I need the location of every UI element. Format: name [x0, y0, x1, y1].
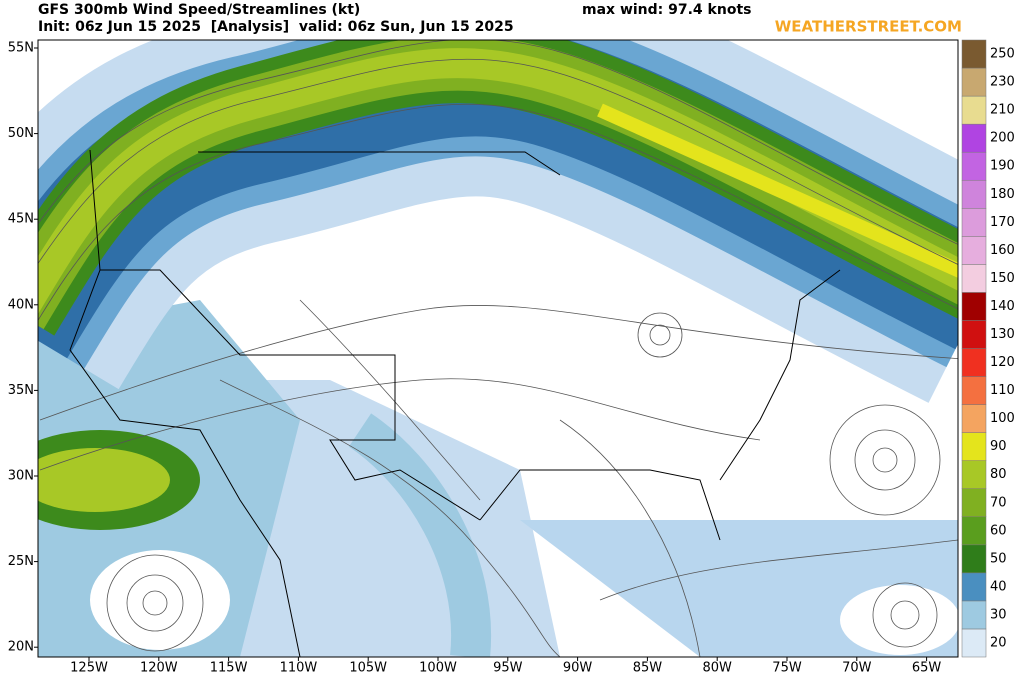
colorbar-label: 30 — [990, 607, 1007, 622]
borders — [69, 149, 841, 657]
colorbar-label: 140 — [990, 299, 1015, 314]
colorbar-label: 210 — [990, 103, 1015, 118]
colorbar-label: 180 — [990, 187, 1015, 202]
colorbar-label: 200 — [990, 131, 1015, 146]
calm-region — [840, 585, 958, 655]
logo[interactable]: WEATHERSTREET.COM — [775, 18, 962, 36]
subtitle: Init: 06z Jun 15 2025 [Analysis] valid: … — [38, 19, 514, 35]
colorbar-label: 110 — [990, 383, 1015, 398]
colorbar-swatch — [961, 516, 987, 546]
colorbar-swatch — [961, 236, 987, 265]
colorbar-swatch — [961, 460, 987, 489]
colorbar-swatch — [961, 376, 987, 405]
colorbar-swatch — [961, 179, 987, 209]
colorbar-label: 90 — [990, 439, 1007, 454]
jet-stream — [38, 40, 958, 530]
lon-label: 110W — [280, 661, 318, 676]
colorbar-label: 170 — [990, 215, 1015, 230]
lon-label: 120W — [140, 661, 178, 676]
colorbar-swatch — [961, 348, 987, 377]
colorbar-label: 130 — [990, 327, 1015, 342]
colorbar-swatch — [961, 151, 987, 181]
colorbar-label: 160 — [990, 243, 1015, 258]
lat-label: 30N — [8, 469, 34, 484]
calm-region — [800, 410, 958, 510]
lon-label: 65W — [912, 661, 942, 676]
lon-label: 75W — [772, 661, 802, 676]
lon-label: 105W — [349, 661, 387, 676]
lon-label: 125W — [70, 661, 108, 676]
colorbar-swatch — [961, 320, 987, 349]
colorbar-swatch — [961, 600, 987, 630]
lon-label: 100W — [419, 661, 457, 676]
colorbar-label: 20 — [990, 635, 1007, 650]
lon-label: 90W — [563, 661, 593, 676]
colorbar-label: 70 — [990, 495, 1007, 510]
calm-region — [90, 550, 230, 650]
lon-label: 70W — [842, 661, 872, 676]
colorbar-swatch — [961, 264, 987, 293]
colorbar-swatch — [961, 292, 987, 321]
lat-label: 20N — [8, 640, 34, 655]
lon-label: 85W — [633, 661, 663, 676]
colorbar-label: 230 — [990, 75, 1015, 90]
colorbar-swatch — [961, 95, 987, 125]
colorbar-swatch — [961, 123, 987, 153]
colorbar-label: 60 — [990, 523, 1007, 538]
lat-label: 45N — [8, 212, 34, 227]
colorbar-label: 80 — [990, 467, 1007, 482]
colorbar-swatch — [961, 39, 987, 69]
colorbar-label: 150 — [990, 271, 1015, 286]
colorbar-label: 50 — [990, 551, 1007, 566]
streamlines — [38, 40, 958, 657]
max-wind: max wind: 97.4 knots — [582, 2, 751, 18]
map — [38, 40, 958, 657]
lat-label: 35N — [8, 383, 34, 398]
map-frame — [37, 39, 959, 658]
lon-label: 80W — [702, 661, 732, 676]
lon-label: 115W — [210, 661, 248, 676]
colorbar-swatch — [961, 544, 987, 574]
colorbar-swatch — [961, 404, 987, 433]
wind-region — [348, 413, 492, 657]
lat-label: 55N — [8, 41, 34, 56]
colorbar-label: 100 — [990, 411, 1015, 426]
colorbar-label: 120 — [990, 355, 1015, 370]
title: GFS 300mb Wind Speed/Streamlines (kt) — [38, 2, 360, 18]
lat-label: 50N — [8, 126, 34, 141]
colorbar-label: 250 — [990, 47, 1015, 62]
colorbar-swatch — [961, 67, 987, 97]
colorbar-swatch — [961, 488, 987, 518]
colorbar-label: 40 — [990, 579, 1007, 594]
lon-label: 95W — [493, 661, 523, 676]
colorbar-label: 190 — [990, 159, 1015, 174]
colorbar-swatch — [961, 628, 987, 658]
lat-label: 40N — [8, 297, 34, 312]
colorbar-swatch — [961, 432, 987, 461]
lat-label: 25N — [8, 554, 34, 569]
colorbar-swatch — [961, 572, 987, 602]
colorbar-swatch — [961, 208, 987, 237]
